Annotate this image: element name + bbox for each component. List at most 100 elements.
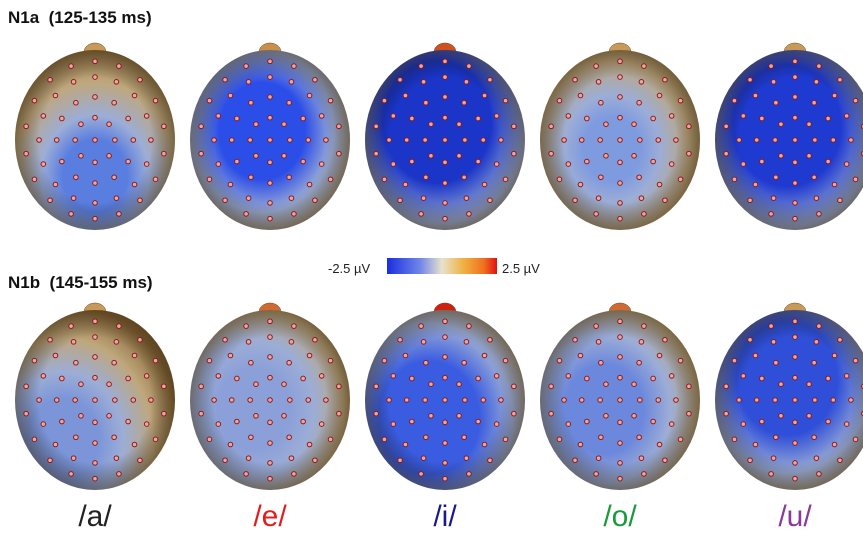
electrode xyxy=(282,382,287,387)
electrode xyxy=(307,93,312,98)
electrode xyxy=(549,124,554,129)
electrode xyxy=(817,212,822,217)
electrode xyxy=(216,114,221,119)
electrode xyxy=(306,398,311,403)
electrode xyxy=(93,160,98,165)
electrode xyxy=(774,360,779,365)
electrode xyxy=(853,358,858,363)
electrode xyxy=(656,138,661,143)
electrode xyxy=(618,95,623,100)
electrode xyxy=(732,177,737,182)
electrode xyxy=(246,456,251,461)
electrode xyxy=(149,138,154,143)
electrode xyxy=(32,98,37,103)
electrode xyxy=(410,116,415,121)
electrode xyxy=(292,212,297,217)
electrode xyxy=(246,80,251,85)
condition-label: /a/ xyxy=(35,500,155,533)
electrode xyxy=(793,398,798,403)
electrode xyxy=(488,337,493,342)
electrode xyxy=(488,198,493,203)
electrode xyxy=(476,376,481,381)
electrode xyxy=(324,138,329,143)
electrode xyxy=(599,360,604,365)
electrode xyxy=(313,77,318,82)
electrode xyxy=(844,374,849,379)
electrode xyxy=(481,138,486,143)
electrode xyxy=(779,382,784,387)
electrode xyxy=(229,138,234,143)
electrode xyxy=(826,159,831,164)
electrode xyxy=(93,115,98,120)
electrode xyxy=(838,458,843,463)
electrode xyxy=(223,198,228,203)
electrode xyxy=(748,337,753,342)
electrode xyxy=(403,93,408,98)
electrode xyxy=(813,138,818,143)
electrode xyxy=(773,138,778,143)
electrode xyxy=(292,472,297,477)
electrode xyxy=(793,160,798,165)
electrode xyxy=(549,384,554,389)
electrode xyxy=(235,116,240,121)
electrode xyxy=(598,138,603,143)
electrode xyxy=(481,398,486,403)
electrode xyxy=(771,456,776,461)
electrode xyxy=(268,160,273,165)
electrode xyxy=(292,64,297,69)
electrode xyxy=(637,175,642,180)
electrode xyxy=(207,98,212,103)
electrode xyxy=(557,358,562,363)
electrode xyxy=(126,159,131,164)
electrode xyxy=(771,196,776,201)
electrode xyxy=(793,441,798,446)
electrode xyxy=(254,122,259,127)
electrode xyxy=(138,198,143,203)
electrode xyxy=(793,355,798,360)
electrode xyxy=(773,398,778,403)
electrode xyxy=(423,398,428,403)
electrode xyxy=(573,458,578,463)
electrode xyxy=(443,115,448,120)
electrode xyxy=(429,154,434,159)
electrode xyxy=(73,398,78,403)
electrode xyxy=(573,198,578,203)
electrode xyxy=(328,437,333,442)
electrode xyxy=(642,212,647,217)
electrode xyxy=(429,382,434,387)
electrode xyxy=(669,114,674,119)
electrode xyxy=(71,456,76,461)
electrode xyxy=(132,353,137,358)
electrode xyxy=(503,358,508,363)
electrode xyxy=(826,116,831,121)
electrode xyxy=(779,154,784,159)
electrode xyxy=(244,212,249,217)
electrode xyxy=(69,472,74,477)
electrode xyxy=(476,159,481,164)
electrode xyxy=(223,77,228,82)
electrode xyxy=(337,384,342,389)
electrode xyxy=(443,420,448,425)
electrode xyxy=(618,115,623,120)
electrode xyxy=(162,411,167,416)
electrode xyxy=(657,442,662,447)
electrode xyxy=(60,376,65,381)
electrode xyxy=(566,374,571,379)
electrode xyxy=(585,116,590,121)
electrode xyxy=(301,419,306,424)
electrode xyxy=(793,335,798,340)
electrode xyxy=(419,472,424,477)
electrode xyxy=(793,319,798,324)
electrode xyxy=(114,196,119,201)
electrode xyxy=(254,154,259,159)
electrode xyxy=(618,335,623,340)
electrode xyxy=(585,376,590,381)
electrode xyxy=(663,198,668,203)
electrode xyxy=(754,138,759,143)
electrode xyxy=(618,319,623,324)
electrode xyxy=(462,435,467,440)
electrode xyxy=(429,122,434,127)
electrode xyxy=(149,398,154,403)
electrode xyxy=(216,162,221,167)
electrode xyxy=(93,319,98,324)
